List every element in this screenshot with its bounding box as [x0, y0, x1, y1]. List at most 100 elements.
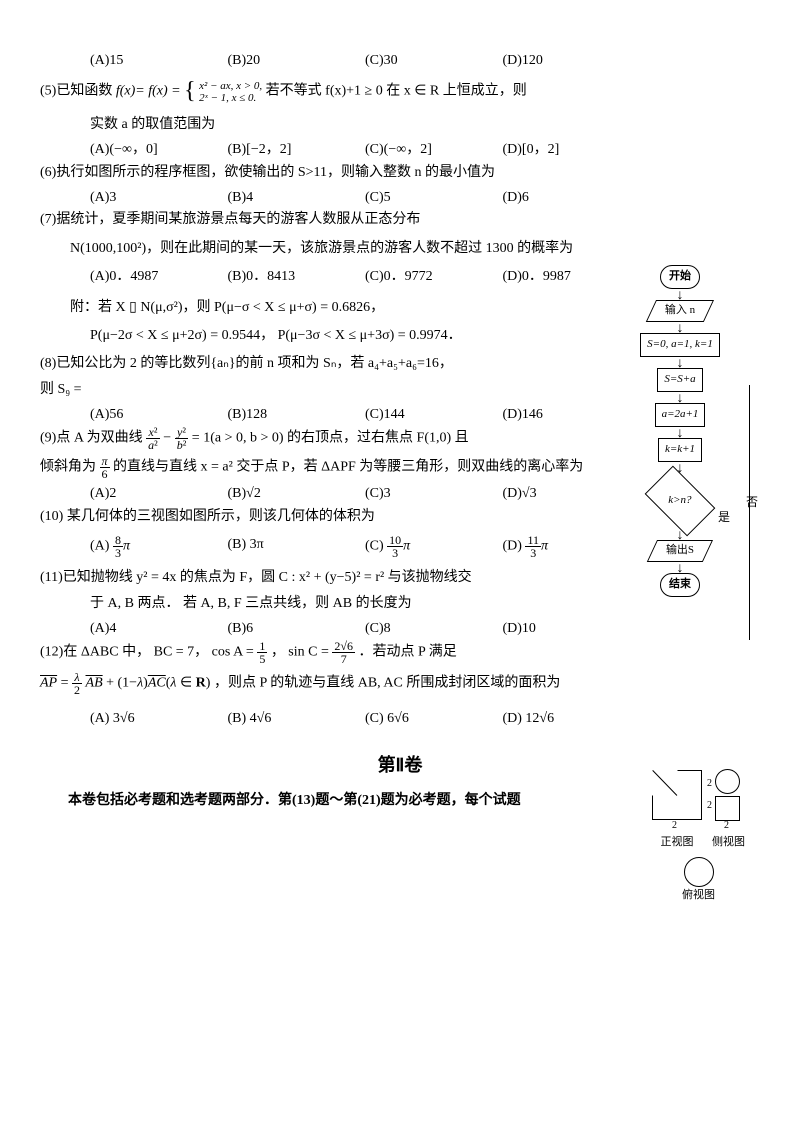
dim-label: 2: [724, 818, 729, 834]
front-view-label: 正视图: [661, 834, 694, 852]
q12-line2: AP = λ2 AB + (1−λ)AC(λ ∈ R) ，则点 P 的轨迹与直线…: [40, 671, 640, 696]
q9-line2: 倾斜角为 π6 的直线与直线 x = a² 交于点 P，若 ΔAPF 为等腰三角…: [40, 455, 640, 480]
q12-line1: (12)在 ΔABC 中， BC = 7， cos A = 15 ， sin C…: [40, 640, 640, 665]
q9-text1: (9)点 A 为双曲线: [40, 431, 143, 446]
q4-options: (A)15 (B)20 (C)30 (D)120: [90, 50, 640, 72]
arrow-down-icon: ↓: [620, 565, 740, 573]
q5-opt-b: (B)[−2，2]: [228, 139, 366, 161]
frac-x2a2: x²a²: [146, 426, 160, 451]
q9-eq: = 1(a > 0, b > 0): [192, 431, 284, 446]
q6-options: (A)3 (B)4 (C)5 (D)6: [90, 187, 640, 209]
arrow-down-icon: ↓: [620, 395, 740, 403]
frac-y2b2: y²b²: [175, 426, 189, 451]
q6-text: (6)执行如图所示的程序框图，欲使输出的 S>11，则输入整数 n 的最小值为: [40, 162, 610, 184]
fc-start: 开始: [660, 265, 700, 289]
arrow-down-icon: ↓: [620, 292, 740, 300]
q11-text1: (11)已知抛物线 y² = 4x 的焦点为 F，圆 C : x² + (y−5…: [40, 567, 640, 589]
q7-opt-a: (A)0．4987: [90, 266, 228, 288]
fc-loop-line: [749, 385, 750, 640]
fc-step1: S=S+a: [657, 368, 702, 392]
q5-options: (A)(−∞，0] (B)[−2，2] (C)(−∞，2] (D)[0，2]: [90, 139, 640, 161]
q7-text1: (7)据统计，夏季期间某旅游景点每天的游客人数服从正态分布: [40, 209, 640, 231]
arrow-down-icon: ↓: [620, 325, 740, 333]
front-view-shape: [652, 770, 702, 820]
vec-ab-icon: AB: [86, 676, 103, 691]
frac-pi6: π6: [100, 455, 110, 480]
fc-output: 输出S: [652, 540, 708, 562]
q11-text2: 于 A, B 两点． 若 A, B, F 三点共线，则 AB 的长度为: [90, 593, 640, 615]
brace-icon: {: [184, 78, 196, 104]
q7-opt-b: (B)0．8413: [228, 266, 366, 288]
q6-opt-d: (D)6: [503, 187, 641, 209]
q12-opt-c: (C) 6√6: [365, 708, 503, 730]
fc-cond: k>n?: [645, 466, 716, 537]
q12-text1: (12)在 ΔABC 中， BC = 7， cos A =: [40, 645, 257, 660]
q9-line1: (9)点 A 为双曲线 x²a² − y²b² = 1(a > 0, b > 0…: [40, 426, 640, 451]
vec-ac-icon: AC: [148, 676, 166, 691]
fc-yes-label: 是: [718, 508, 730, 527]
q10-opt-c: (C) 103π: [365, 534, 503, 559]
front-view-item: 2 2 2 正视图: [652, 770, 702, 852]
q5-opt-a: (A)(−∞，0]: [90, 139, 228, 161]
q9-text2: 的右顶点，过右焦点 F(1,0) 且: [287, 431, 469, 446]
q5-opt-c: (C)(−∞，2]: [365, 139, 503, 161]
arrow-down-icon: ↓: [620, 360, 740, 368]
frac-2sqrt6-7: 2√67: [332, 640, 355, 665]
q8-opt-a: (A)56: [90, 404, 228, 426]
q8-text1: (8)已知公比为 2 的等比数列{aₙ}的前 n 项和为 Sₙ，若 a₄+a₅+…: [40, 353, 640, 375]
top-view-shape: [684, 857, 714, 887]
dim-label: 2: [672, 818, 677, 834]
dim-label: 2: [707, 798, 712, 814]
vec-ap-icon: AP: [40, 676, 57, 691]
q6-opt-c: (C)5: [365, 187, 503, 209]
q10-text: (10) 某几何体的三视图如图所示，则该几何体的体积为: [40, 506, 640, 528]
q11-opt-b: (B)6: [228, 618, 366, 640]
q8-opt-c: (C)144: [365, 404, 503, 426]
q11-options: (A)4 (B)6 (C)8 (D)10: [90, 618, 640, 640]
q5-piecewise: x² − ax, x > 0, 2ˣ − 1, x ≤ 0.: [199, 80, 262, 104]
q5-piece1: x² − ax, x > 0,: [199, 80, 262, 92]
q11-opt-a: (A)4: [90, 618, 228, 640]
q10-opt-a: (A) 83π: [90, 534, 228, 559]
q11-opt-c: (C)8: [365, 618, 503, 640]
fc-step2: a=2a+1: [655, 403, 706, 427]
q12-text3: ．若动点 P 满足: [358, 645, 456, 660]
frac-15: 15: [257, 640, 267, 665]
q12-text2: ， sin C =: [271, 645, 333, 660]
q4-opt-c: (C)30: [365, 50, 503, 72]
q6-opt-a: (A)3: [90, 187, 228, 209]
fc-input: 输入 n: [651, 300, 709, 322]
side-view-label: 侧视图: [712, 834, 745, 852]
three-views-diagram: 2 2 2 正视图 2 侧视图 俯视图: [652, 770, 745, 904]
q11-opt-d: (D)10: [503, 618, 641, 640]
top-view-item: 俯视图: [682, 857, 715, 905]
q5-fx: f(x)= f(x) =: [116, 84, 184, 99]
arrow-down-icon: ↓: [620, 532, 740, 540]
q8-options: (A)56 (B)128 (C)144 (D)146: [90, 404, 640, 426]
arrow-down-icon: ↓: [620, 465, 740, 473]
q9-text3: 倾斜角为: [40, 460, 96, 475]
q12-options: (A) 3√6 (B) 4√6 (C) 6√6 (D) 12√6: [90, 708, 640, 730]
q12-opt-b: (B) 4√6: [228, 708, 366, 730]
q8-opt-b: (B)128: [228, 404, 366, 426]
arrow-down-icon: ↓: [620, 430, 740, 438]
flowchart-diagram: 开始 ↓ 输入 n ↓ S=0, a=1, k=1 ↓ S=S+a ↓ a=2a…: [620, 265, 740, 600]
q9-opt-c: (C)3: [365, 483, 503, 505]
q4-opt-d: (D)120: [503, 50, 641, 72]
q9-opt-b: (B)√2: [228, 483, 366, 505]
frac-lambda2: λ2: [72, 671, 82, 696]
q5-text1: (5)已知函数: [40, 84, 112, 99]
q12-opt-a: (A) 3√6: [90, 708, 228, 730]
dim-label: 2: [707, 776, 712, 792]
fc-init: S=0, a=1, k=1: [640, 333, 720, 357]
q7-note2: P(μ−2σ < X ≤ μ+2σ) = 0.9544， P(μ−3σ < X …: [90, 325, 640, 347]
fc-end: 结束: [660, 573, 700, 597]
fc-step3: k=k+1: [658, 438, 702, 462]
q9-opt-a: (A)2: [90, 483, 228, 505]
side-circle-shape: [715, 769, 740, 794]
q4-opt-b: (B)20: [228, 50, 366, 72]
q4-opt-a: (A)15: [90, 50, 228, 72]
q5-line2: 实数 a 的取值范围为: [90, 114, 640, 136]
q7-opt-c: (C)0．9772: [365, 266, 503, 288]
q5-opt-d: (D)[0，2]: [503, 139, 641, 161]
